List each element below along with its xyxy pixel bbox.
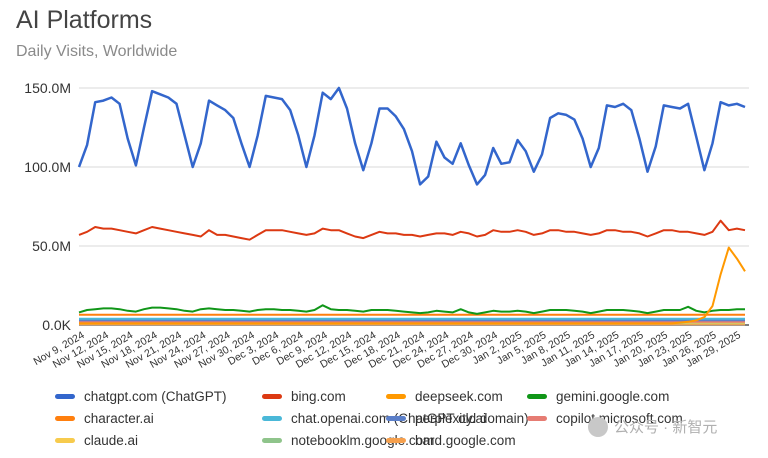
legend-label: copilot.microsoft.com — [556, 411, 683, 426]
series-line-deepseek-com — [79, 246, 746, 325]
legend-item: notebooklm.google.com — [262, 433, 434, 448]
series-line-gemini-google-com — [78, 304, 745, 315]
chart-subtitle: Daily Visits, Worldwide — [16, 43, 178, 60]
legend-item: claude.ai — [55, 433, 138, 448]
watermark-text: 公众号 · 新智元 — [614, 419, 718, 436]
legend-swatch — [386, 416, 406, 421]
y-axis-labels: 0.0K 50.0M 100.0M 150.0M — [24, 80, 71, 333]
legend: chatgpt.com (ChatGPT) bing.com deepseek.co… — [0, 385, 768, 455]
legend-label: character.ai — [84, 411, 154, 426]
legend-item: deepseek.com — [386, 389, 503, 404]
legend-item: character.ai — [55, 411, 154, 426]
legend-swatch — [55, 438, 75, 443]
y-tick-label: 0.0K — [42, 317, 71, 333]
legend-item: bing.com — [262, 389, 346, 404]
legend-swatch — [386, 438, 406, 443]
legend-item: perplexity.ai — [386, 411, 486, 426]
legend-item: chatgpt.com (ChatGPT) — [55, 389, 227, 404]
legend-label: claude.ai — [84, 433, 139, 448]
legend-item: copilot.microsoft.com — [527, 411, 683, 426]
y-tick-label: 50.0M — [32, 238, 71, 254]
legend-swatch — [262, 416, 282, 421]
legend-swatch — [386, 394, 406, 399]
legend-label: notebooklm.google.com — [291, 433, 435, 448]
legend-label: deepseek.com — [415, 389, 503, 404]
legend-label: chatgpt.com (ChatGPT) — [84, 389, 227, 404]
series-line-chatgpt-com-chatgpt- — [77, 86, 746, 186]
legend-label: gemini.google.com — [556, 389, 670, 404]
legend-item: gemini.google.com — [527, 389, 669, 404]
chart-title: AI Platforms — [16, 6, 153, 34]
y-tick-label: 100.0M — [24, 159, 71, 175]
wechat-icon — [588, 416, 608, 437]
legend-swatch — [55, 394, 75, 399]
legend-swatch — [262, 438, 282, 443]
legend-item: chat.openai.com (ChatGPT old domain) — [262, 411, 529, 426]
gridlines — [79, 87, 749, 326]
legend-label: bing.com — [291, 389, 346, 404]
series-line-bing-com — [78, 219, 746, 241]
series-lines — [77, 86, 746, 326]
y-tick-label: 150.0M — [24, 80, 71, 96]
legend-label: perplexity.ai — [415, 411, 487, 426]
watermark: 公众号 · 新智元 — [588, 416, 717, 437]
legend-swatch — [527, 416, 547, 421]
legend-swatch — [55, 416, 75, 421]
legend-item: bard.google.com — [386, 433, 516, 448]
legend-swatch — [527, 394, 547, 399]
legend-label: chat.openai.com (ChatGPT old domain) — [291, 411, 529, 426]
legend-swatch — [262, 394, 282, 399]
legend-label: bard.google.com — [415, 433, 516, 448]
